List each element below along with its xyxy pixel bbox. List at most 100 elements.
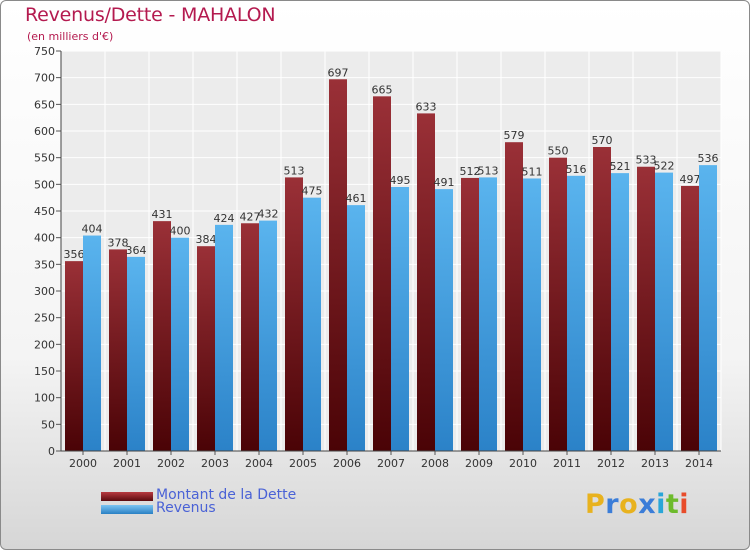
y-tick-label: 500 xyxy=(34,178,55,191)
logo-letter: o xyxy=(619,489,639,520)
bar-dette xyxy=(461,177,479,451)
data-label: 536 xyxy=(698,152,719,165)
bar-revenus xyxy=(699,165,717,451)
bar-dette xyxy=(637,166,655,451)
x-tick-label: 2002 xyxy=(157,457,185,470)
x-tick-label: 2007 xyxy=(377,457,405,470)
x-tick-label: 2009 xyxy=(465,457,493,470)
data-label: 404 xyxy=(82,223,103,236)
data-label: 513 xyxy=(478,164,499,177)
x-tick-label: 2005 xyxy=(289,457,317,470)
y-tick-label: 750 xyxy=(34,45,55,58)
chart-subtitle: (en milliers d'€) xyxy=(27,30,114,43)
y-tick-label: 100 xyxy=(34,392,55,405)
logo-letter: t xyxy=(665,489,680,520)
bar-revenus xyxy=(127,256,145,451)
bar-dette xyxy=(285,177,303,451)
data-label: 364 xyxy=(126,244,147,257)
data-label: 511 xyxy=(522,165,543,178)
legend-swatch-dette xyxy=(101,492,153,501)
bar-dette xyxy=(197,246,215,451)
chart-title: Revenus/Dette - MAHALON xyxy=(25,4,276,26)
bar-revenus xyxy=(611,173,629,451)
y-tick-label: 550 xyxy=(34,152,55,165)
bar-revenus xyxy=(567,175,585,452)
y-tick-label: 350 xyxy=(34,258,55,271)
data-label: 495 xyxy=(390,174,411,187)
data-label: 697 xyxy=(328,66,349,79)
x-tick-label: 2006 xyxy=(333,457,361,470)
logo-letter: x xyxy=(638,489,657,520)
bar-revenus xyxy=(259,220,277,451)
x-tick-label: 2014 xyxy=(685,457,713,470)
legend-label-revenus: Revenus xyxy=(156,500,216,516)
x-tick-label: 2001 xyxy=(113,457,141,470)
bar-revenus xyxy=(655,172,673,451)
data-label: 522 xyxy=(654,160,675,173)
data-label: 461 xyxy=(346,192,367,205)
y-tick-label: 450 xyxy=(34,205,55,218)
bar-dette xyxy=(549,157,567,451)
y-tick-label: 300 xyxy=(34,285,55,298)
x-tick-label: 2012 xyxy=(597,457,625,470)
bar-revenus xyxy=(347,205,365,451)
y-tick-label: 600 xyxy=(34,125,55,138)
logo-letter: i xyxy=(656,489,666,520)
data-label: 579 xyxy=(504,129,525,142)
y-tick-label: 650 xyxy=(34,98,55,111)
legend-label-dette: Montant de la Dette xyxy=(156,487,297,503)
x-tick-label: 2010 xyxy=(509,457,537,470)
y-tick-label: 400 xyxy=(34,232,55,245)
bar-dette xyxy=(373,96,391,451)
y-tick-label: 200 xyxy=(34,338,55,351)
bar-dette xyxy=(329,79,347,452)
y-tick-label: 0 xyxy=(48,445,55,458)
y-tick-label: 700 xyxy=(34,72,55,85)
data-label: 400 xyxy=(170,225,191,238)
data-label: 356 xyxy=(64,248,85,261)
bar-revenus xyxy=(171,237,189,451)
proxiti-logo: Proxiti xyxy=(585,489,689,520)
legend-swatch-revenus xyxy=(101,505,153,514)
bar-revenus xyxy=(391,187,409,451)
logo-letter: i xyxy=(679,489,690,520)
bar-dette xyxy=(417,113,435,452)
bar-revenus xyxy=(523,178,541,451)
data-label: 424 xyxy=(214,212,235,225)
data-label: 475 xyxy=(302,185,323,198)
data-label: 513 xyxy=(284,164,305,177)
bar-revenus xyxy=(215,224,233,451)
y-tick-label: 50 xyxy=(41,418,55,431)
data-label: 512 xyxy=(460,165,481,178)
x-tick-label: 2008 xyxy=(421,457,449,470)
data-label: 427 xyxy=(240,210,261,223)
x-tick-label: 2004 xyxy=(245,457,273,470)
bar-revenus xyxy=(479,177,497,451)
logo-letter: P xyxy=(585,489,606,520)
data-label: 665 xyxy=(372,83,393,96)
bar-dette xyxy=(593,147,611,451)
y-tick-label: 150 xyxy=(34,365,55,378)
logo-letter: r xyxy=(605,489,620,520)
y-tick-label: 250 xyxy=(34,312,55,325)
bar-dette xyxy=(241,223,259,451)
bar-dette xyxy=(65,261,83,451)
x-tick-label: 2000 xyxy=(69,457,97,470)
data-label: 570 xyxy=(592,134,613,147)
data-label: 491 xyxy=(434,176,455,189)
bar-dette xyxy=(153,221,171,451)
x-tick-label: 2003 xyxy=(201,457,229,470)
data-label: 431 xyxy=(152,208,173,221)
data-label: 533 xyxy=(636,154,657,167)
data-label: 550 xyxy=(548,145,569,158)
data-label: 378 xyxy=(108,236,129,249)
data-label: 521 xyxy=(610,160,631,173)
bar-dette xyxy=(109,249,127,451)
x-tick-label: 2013 xyxy=(641,457,669,470)
data-label: 432 xyxy=(258,208,279,221)
bar-revenus xyxy=(83,235,101,451)
bar-revenus xyxy=(303,197,321,451)
bar-revenus xyxy=(435,189,453,451)
